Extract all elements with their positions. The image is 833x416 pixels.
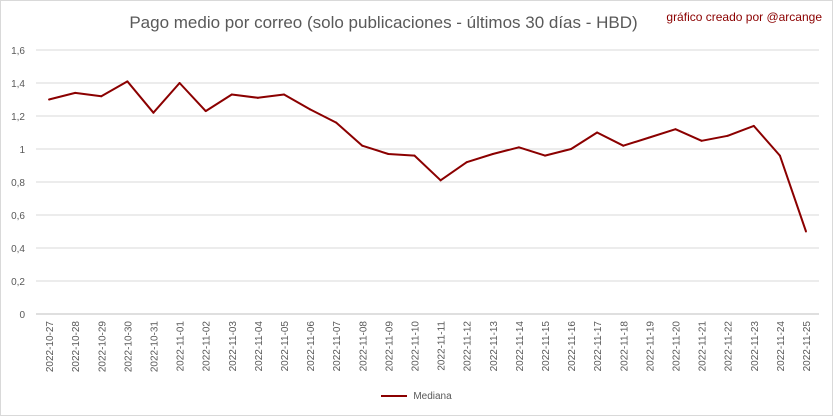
data-point <box>282 93 285 96</box>
data-point <box>752 124 755 127</box>
x-tick-label: 2022-11-16 <box>567 321 578 372</box>
data-point <box>570 148 573 150</box>
y-tick-label: 1,4 <box>11 79 25 90</box>
x-tick-label: 2022-11-24 <box>776 321 787 372</box>
data-point <box>335 121 338 124</box>
x-tick-label: 2022-11-08 <box>358 321 369 372</box>
x-tick-label: 2022-10-30 <box>123 321 134 373</box>
x-tick-label: 2022-11-15 <box>541 321 552 372</box>
x-tick-label: 2022-11-11 <box>437 321 448 371</box>
data-point <box>178 82 181 84</box>
y-tick-label: 0 <box>19 310 25 321</box>
series-line-mediana <box>48 80 807 232</box>
x-tick-label: 2022-11-14 <box>515 321 526 372</box>
x-tick-label: 2022-11-12 <box>463 321 474 372</box>
data-point <box>361 144 364 147</box>
x-tick-label: 2022-11-19 <box>645 321 656 372</box>
data-point <box>309 108 312 111</box>
x-tick-label: 2022-11-02 <box>202 321 213 372</box>
y-tick-label: 0,4 <box>11 244 25 255</box>
x-tick-label: 2022-11-01 <box>176 321 187 372</box>
legend-label-mediana: Mediana <box>413 390 452 402</box>
x-tick-label: 2022-11-25 <box>802 321 813 372</box>
data-point <box>387 152 390 155</box>
data-point <box>804 230 807 233</box>
x-tick-label: 2022-11-22 <box>724 321 735 372</box>
data-point <box>491 152 494 155</box>
x-tick-label: 2022-11-06 <box>306 321 317 372</box>
x-tick-label: 2022-11-09 <box>384 321 395 372</box>
legend: Mediana <box>1 388 832 404</box>
data-point <box>596 131 599 134</box>
x-tick-label: 2022-10-31 <box>149 321 160 373</box>
data-point <box>126 80 129 83</box>
data-point <box>517 146 520 149</box>
x-tick-label: 2022-11-05 <box>280 321 291 372</box>
chart-credit: gráfico creado por @arcange <box>666 10 822 24</box>
y-tick-label: 1,2 <box>11 112 25 123</box>
x-tick-label: 2022-11-21 <box>698 321 709 372</box>
data-point <box>543 154 546 157</box>
x-tick-label: 2022-11-10 <box>410 321 421 372</box>
data-point <box>48 98 51 101</box>
data-point <box>74 91 77 94</box>
data-point <box>413 154 416 157</box>
legend-swatch-mediana <box>381 395 408 397</box>
x-tick-label: 2022-11-23 <box>750 321 761 372</box>
y-tick-label: 0,2 <box>11 277 25 288</box>
data-point <box>648 136 651 139</box>
data-point <box>439 179 442 182</box>
data-point <box>726 134 729 137</box>
x-tick-label: 2022-10-28 <box>71 321 82 373</box>
data-point <box>700 139 703 142</box>
x-tick-label: 2022-11-04 <box>254 321 265 372</box>
chart-title: Pago medio por correo (solo publicacione… <box>129 13 638 32</box>
data-point <box>204 110 207 113</box>
x-tick-label: 2022-11-07 <box>332 321 343 372</box>
x-tick-label: 2022-10-29 <box>97 321 108 373</box>
y-tick-label: 1,6 <box>11 46 25 57</box>
x-tick-label: 2022-11-20 <box>671 321 682 372</box>
x-tick-label: 2022-11-13 <box>489 321 500 372</box>
data-point <box>674 128 677 131</box>
data-point <box>256 96 259 99</box>
x-tick-label: 2022-10-27 <box>45 321 56 373</box>
y-tick-label: 0,8 <box>11 178 25 189</box>
y-tick-label: 0,6 <box>11 211 25 222</box>
data-point <box>465 161 468 164</box>
data-point <box>622 144 625 147</box>
data-point <box>230 93 233 96</box>
x-tick-label: 2022-11-18 <box>619 321 630 372</box>
x-tick-label: 2022-11-03 <box>228 321 239 372</box>
y-tick-label: 1 <box>19 145 25 156</box>
data-point <box>152 111 155 114</box>
x-tick-label: 2022-11-17 <box>593 321 604 372</box>
data-point <box>100 95 103 98</box>
data-point <box>778 154 781 157</box>
